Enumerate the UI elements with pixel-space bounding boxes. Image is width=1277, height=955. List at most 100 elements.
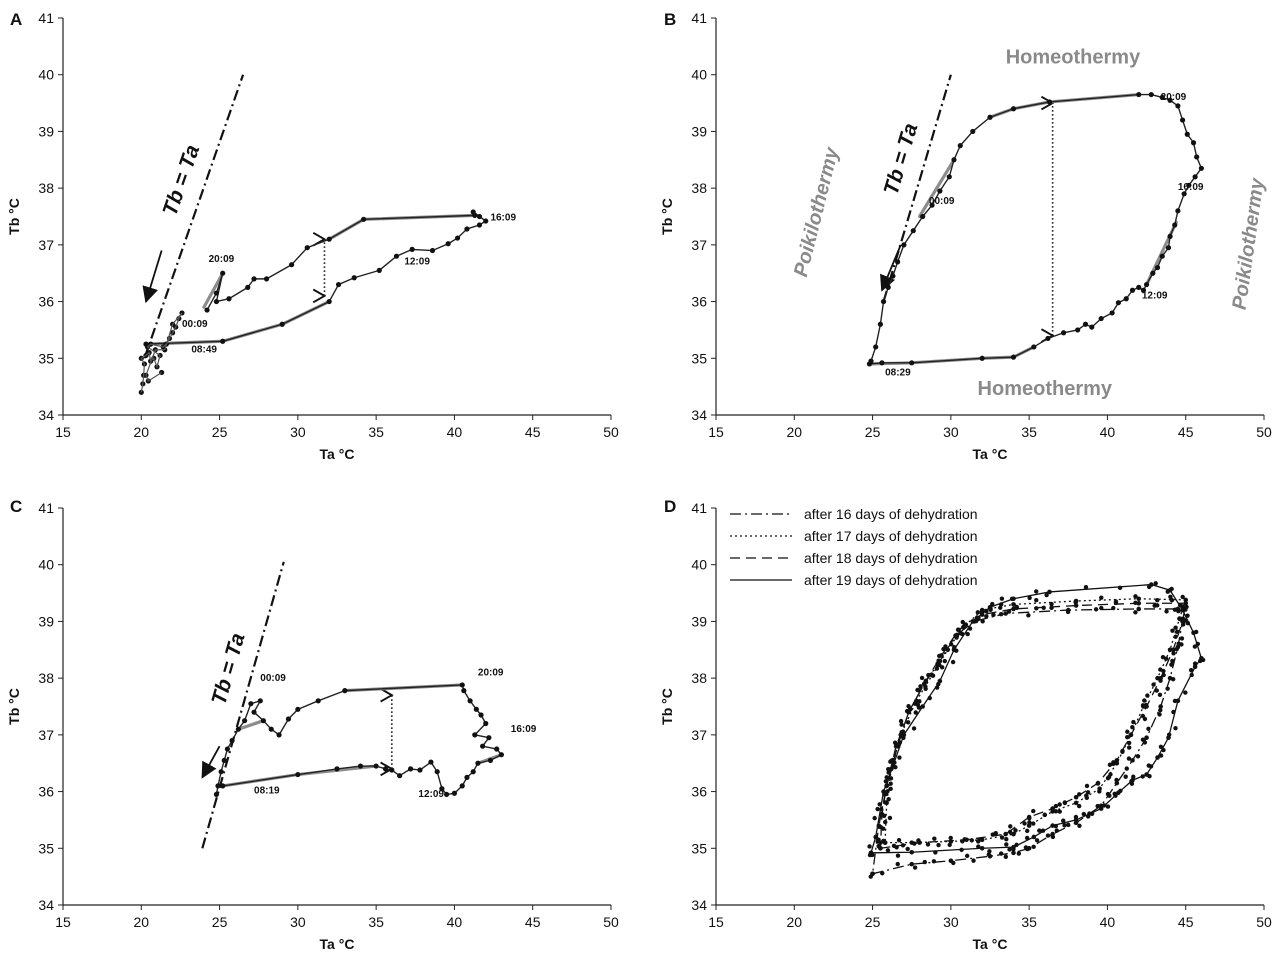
data-point bbox=[879, 360, 885, 366]
data-point bbox=[999, 835, 1005, 840]
data-point bbox=[1180, 594, 1185, 600]
data-point bbox=[1170, 676, 1176, 682]
y-tick-label: 41 bbox=[38, 500, 54, 516]
data-point bbox=[389, 767, 395, 773]
x-axis-title: Ta °C bbox=[320, 936, 355, 952]
panel-c: C 15 20 25 30 35 40 45 50 34 35 36 37 38 39 40 41 Ta °C Tb… bbox=[6, 497, 619, 952]
data-point bbox=[213, 290, 220, 296]
data-point bbox=[1027, 595, 1032, 601]
data-point bbox=[892, 760, 897, 765]
data-point bbox=[1131, 719, 1136, 725]
x-tick-label: 50 bbox=[603, 914, 619, 930]
data-point bbox=[1123, 296, 1129, 302]
data-point bbox=[957, 143, 963, 149]
data-point bbox=[1183, 600, 1189, 606]
time-label: 08:29 bbox=[885, 367, 911, 378]
data-point bbox=[1151, 682, 1156, 687]
data-point bbox=[888, 759, 893, 764]
data-point bbox=[880, 871, 885, 876]
x-tick-label: 25 bbox=[212, 424, 228, 440]
data-point bbox=[476, 222, 483, 228]
data-point bbox=[1115, 300, 1121, 306]
data-point bbox=[937, 188, 943, 194]
x-tick-label: 45 bbox=[1178, 424, 1194, 440]
data-point bbox=[1040, 828, 1046, 833]
data-point bbox=[1169, 586, 1174, 592]
data-point bbox=[1130, 725, 1135, 730]
panel-letter: B bbox=[664, 10, 676, 29]
data-point bbox=[334, 766, 340, 772]
data-point bbox=[461, 688, 467, 694]
y-tick-label: 39 bbox=[38, 613, 54, 629]
data-point bbox=[990, 601, 995, 607]
regime-label: Homeothermy bbox=[978, 378, 1113, 400]
data-point bbox=[315, 698, 321, 704]
panel-letter: A bbox=[10, 10, 22, 29]
data-point bbox=[1179, 636, 1185, 641]
data-point bbox=[909, 849, 915, 855]
data-point bbox=[409, 246, 415, 252]
tb-equals-ta-label: Tb = Ta bbox=[159, 142, 205, 219]
data-point bbox=[1034, 606, 1039, 611]
data-point bbox=[872, 815, 877, 821]
data-point bbox=[1176, 608, 1181, 614]
x-tick-label: 45 bbox=[1178, 914, 1194, 930]
y-tick-label: 38 bbox=[38, 180, 54, 196]
data-point bbox=[1031, 821, 1036, 826]
x-tick-label: 25 bbox=[865, 914, 881, 930]
data-point bbox=[930, 673, 936, 678]
y-tick-label: 36 bbox=[38, 784, 54, 800]
data-point bbox=[1129, 781, 1135, 786]
y-tick-label: 35 bbox=[691, 840, 707, 856]
data-point bbox=[894, 845, 899, 850]
x-tick-label: 40 bbox=[447, 424, 463, 440]
data-point bbox=[951, 860, 956, 866]
x-tick-label: 40 bbox=[1100, 424, 1116, 440]
data-point bbox=[1146, 726, 1151, 732]
direction-arrow bbox=[880, 244, 902, 292]
data-point bbox=[1034, 838, 1040, 843]
data-point bbox=[965, 631, 970, 637]
panel-letter: D bbox=[664, 497, 676, 516]
data-point bbox=[960, 619, 965, 625]
data-point bbox=[960, 839, 965, 844]
data-point bbox=[998, 605, 1003, 610]
x-tick-label: 15 bbox=[55, 424, 71, 440]
data-point bbox=[1171, 651, 1176, 656]
data-point bbox=[248, 701, 254, 707]
data-point bbox=[1155, 603, 1160, 608]
data-point bbox=[1108, 772, 1113, 777]
x-tick-label: 35 bbox=[368, 424, 384, 440]
tb-equals-ta-line bbox=[882, 74, 952, 302]
direction-arrow bbox=[201, 745, 221, 779]
data-point bbox=[459, 682, 465, 688]
regime-label: Homeothermy bbox=[1006, 46, 1141, 68]
data-point bbox=[1124, 766, 1129, 771]
data-point bbox=[894, 742, 899, 747]
y-tick-label: 37 bbox=[691, 237, 707, 253]
data-point bbox=[887, 815, 893, 821]
regime-label: Poikilothermy bbox=[790, 145, 844, 280]
data-point bbox=[1073, 814, 1079, 820]
data-point bbox=[1145, 693, 1150, 698]
y-tick-label: 40 bbox=[691, 67, 707, 83]
x-tick-label: 50 bbox=[1256, 914, 1272, 930]
data-point bbox=[1053, 809, 1059, 814]
data-point bbox=[899, 722, 904, 727]
data-point bbox=[1167, 233, 1173, 239]
data-point bbox=[899, 729, 904, 735]
data-point bbox=[890, 763, 896, 769]
data-point bbox=[1065, 822, 1071, 828]
data-point bbox=[1161, 668, 1166, 674]
data-point bbox=[975, 610, 981, 615]
data-point bbox=[920, 704, 925, 709]
data-point bbox=[470, 769, 476, 775]
data-point bbox=[1023, 845, 1029, 850]
data-point bbox=[884, 775, 889, 780]
x-tick-label: 25 bbox=[212, 914, 228, 930]
data-point bbox=[1133, 600, 1138, 605]
data-point bbox=[1011, 606, 1016, 612]
x-tick-label: 30 bbox=[943, 424, 959, 440]
legend-label: after 18 days of dehydration bbox=[804, 550, 978, 566]
direction-arrow bbox=[142, 250, 163, 304]
